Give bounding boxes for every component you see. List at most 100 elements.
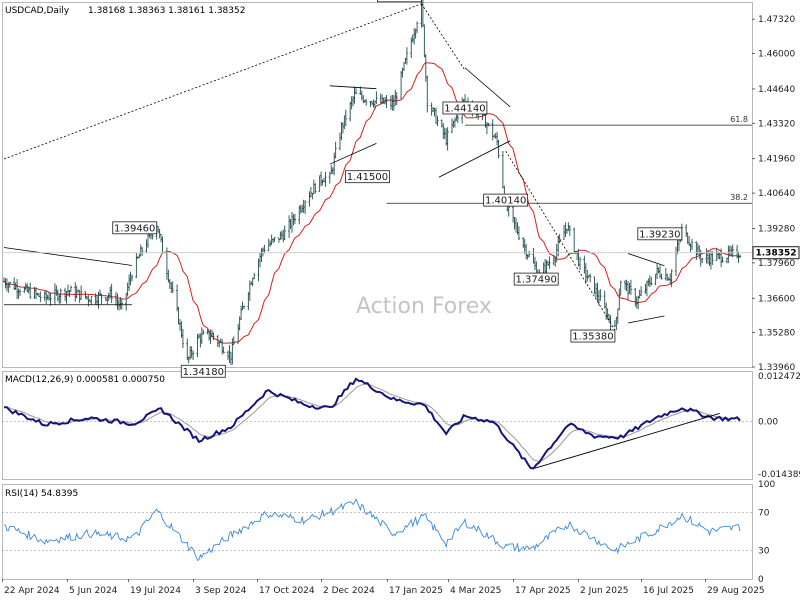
date-tick-4: 17 Oct 2024 — [259, 586, 315, 596]
price-bar-318 — [648, 275, 652, 288]
price-bar-221 — [452, 120, 455, 128]
price-bar-89 — [181, 328, 185, 349]
price-bar-280 — [572, 227, 576, 253]
price-bar-213 — [434, 107, 438, 124]
price-bar-86 — [177, 306, 180, 325]
dotted-fall-line-1 — [421, 3, 466, 71]
price-bar-90 — [186, 338, 189, 361]
price-bar-31 — [65, 290, 68, 304]
price-bar-169 — [344, 109, 348, 127]
price-bar-273 — [556, 235, 560, 257]
price-bar-115 — [236, 323, 240, 344]
price-bar-185 — [379, 93, 382, 104]
dotted-uptrend-line — [3, 3, 422, 160]
rsi-panel-frame — [2, 484, 753, 580]
price-bar-163 — [332, 152, 336, 176]
price-bar-254 — [517, 226, 521, 241]
dotted-fall-line-2 — [505, 150, 616, 331]
price-label-1.39460: 1.39460 — [112, 221, 158, 234]
svg-text:1.41500: 1.41500 — [347, 172, 388, 183]
price-bar-56 — [116, 293, 119, 310]
price-bar-161 — [330, 165, 333, 175]
macd-panel-frame — [2, 371, 753, 480]
price-bar-142 — [290, 211, 294, 233]
price-bar-349 — [711, 251, 714, 265]
price-bar-279 — [568, 225, 572, 236]
price-bar-79 — [161, 236, 164, 254]
date-tick-2: 19 Jul 2024 — [130, 586, 181, 596]
rsi-tick-70: 70 — [758, 509, 770, 519]
svg-text:1.34180: 1.34180 — [183, 367, 224, 378]
price-bar-173 — [353, 86, 356, 104]
price-bar-160 — [328, 171, 332, 184]
price-tick-1.47320: 1.47320 — [758, 15, 795, 25]
price-bar-324 — [660, 273, 663, 280]
symbol-label: USDCAD,Daily — [5, 6, 70, 16]
date-tick-8: 17 Apr 2025 — [515, 586, 571, 596]
price-bar-124 — [252, 272, 256, 280]
price-bar-117 — [239, 305, 243, 321]
price-bar-118 — [241, 301, 244, 311]
price-bar-344 — [700, 258, 704, 264]
price-bar-85 — [175, 284, 179, 312]
price-bar-165 — [338, 132, 342, 151]
price-bar-305 — [623, 280, 627, 290]
price-bar-199 — [405, 47, 409, 65]
date-tick-1: 5 Jun 2024 — [69, 586, 118, 596]
price-bar-222 — [453, 117, 457, 128]
date-tick-11: 29 Aug 2025 — [707, 586, 765, 596]
price-bar-297 — [606, 308, 609, 320]
price-bar-150 — [308, 191, 311, 207]
price-bar-183 — [373, 100, 377, 110]
price-bar-289 — [588, 273, 592, 283]
macd-tick-0: 0.012472 — [758, 372, 800, 382]
price-bar-19 — [39, 291, 42, 303]
price-bar-362 — [738, 254, 742, 258]
price-bar-167 — [341, 122, 345, 134]
price-bar-176 — [360, 90, 364, 101]
macd-title: MACD(12,26,9) 0.000581 0.000750 — [5, 375, 165, 385]
price-bar-214 — [436, 115, 439, 127]
price-bar-286 — [584, 263, 588, 284]
price-bar-303 — [618, 288, 621, 311]
price-bar-134 — [273, 237, 276, 243]
price-bar-194 — [395, 92, 398, 106]
price-bar-310 — [634, 287, 637, 307]
fib-level-label-61.8: 61.8 — [730, 115, 748, 124]
price-bar-51 — [106, 296, 109, 305]
price-bar-35 — [74, 282, 77, 302]
price-bar-92 — [188, 346, 192, 360]
price-bar-11 — [24, 282, 28, 291]
price-bar-250 — [511, 206, 515, 223]
price-bar-207 — [423, 24, 426, 58]
price-bar-265 — [542, 262, 545, 274]
price-bar-210 — [430, 102, 433, 116]
date-tick-10: 16 Jul 2025 — [643, 586, 694, 596]
price-bar-151 — [309, 186, 313, 198]
price-tick-1.44640: 1.44640 — [758, 85, 795, 95]
price-bar-317 — [647, 278, 650, 286]
price-tick-1.43320: 1.43320 — [758, 119, 795, 129]
svg-text:1.37490: 1.37490 — [516, 275, 557, 286]
price-bar-345 — [705, 248, 708, 264]
last-price-tag: 1.38352 — [752, 246, 800, 260]
price-bar-330 — [674, 246, 678, 277]
price-bar-144 — [293, 213, 297, 224]
price-bar-190 — [389, 95, 393, 110]
price-bar-7 — [15, 279, 19, 299]
svg-text:1.40140: 1.40140 — [485, 196, 526, 207]
price-bar-78 — [159, 233, 163, 243]
price-bar-139 — [283, 225, 286, 240]
price-bar-294 — [599, 289, 602, 301]
price-bar-209 — [426, 75, 429, 113]
price-bar-62 — [127, 274, 131, 291]
price-bar-295 — [603, 290, 606, 309]
price-bar-148 — [302, 199, 305, 213]
price-bar-125 — [257, 258, 260, 282]
price-bar-46 — [95, 295, 99, 306]
price-bar-252 — [514, 217, 518, 233]
price-bar-296 — [604, 302, 608, 320]
price-bar-136 — [279, 231, 282, 241]
price-bar-154 — [314, 183, 317, 194]
watermark-text: Action Forex — [356, 294, 492, 319]
